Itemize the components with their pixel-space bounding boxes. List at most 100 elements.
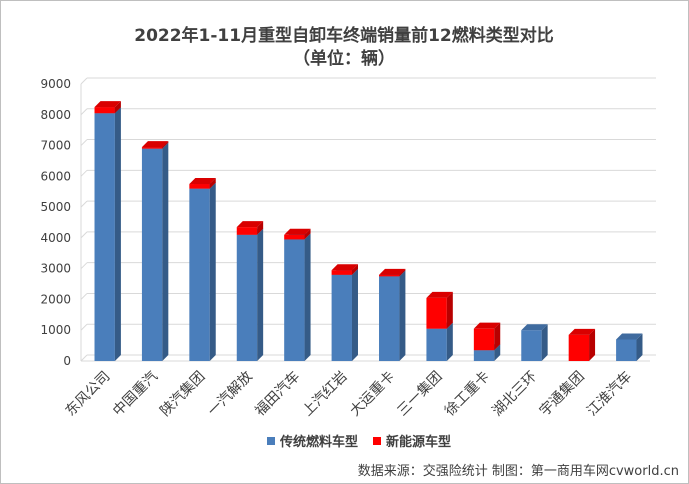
bar-front [473,350,495,361]
bar-front [379,276,400,361]
y-tick-label: 4000 [40,231,71,245]
bar-segment [379,270,406,361]
bar-front [568,334,590,361]
bar-side [114,107,121,361]
gridline-depth [80,354,88,362]
bar-top [331,264,358,271]
bar-front [331,270,352,275]
bar-front [616,339,637,361]
chart-subtitle: （单位：辆） [293,48,395,69]
bar-front [236,227,258,235]
bar-front [141,148,163,361]
bar-side [399,270,406,361]
bar-top [473,322,501,329]
bar-front [426,328,447,361]
grid [80,77,656,362]
bar-segment [94,101,121,114]
x-tick-label: 陕汽集团 [157,368,209,420]
bar-segment [94,107,121,361]
bar-front [284,239,305,361]
bar-side [162,141,169,149]
y-tick-label: 3000 [40,262,71,276]
bar-top [141,141,169,148]
bar-front [94,113,115,361]
chart-title: 2022年1-11月重型自卸车终端销量前12燃料类型对比 [134,25,554,46]
bar-front [141,147,163,149]
x-tick-label: 三一集团 [394,368,446,420]
bar-segment [189,182,216,361]
y-tick-label: 7000 [40,139,71,153]
bar-segment [331,268,358,361]
x-tick-label: 中国重汽 [110,369,161,420]
bar-top [379,268,406,275]
x-tick-label: 大运重卡 [347,369,398,420]
x-tick-label: 徐工重卡 [442,369,493,420]
bar-side [257,228,264,361]
x-tick-label: 东风公司 [63,369,114,420]
bar-segment [141,141,169,149]
bar-side [257,221,264,235]
x-tick-label: 一汽解放 [205,369,256,420]
data-source-note: 数据来源：交强险统计 制图：第一商用车网cvworld.cn [358,463,679,479]
x-tick-label: 福田汽车 [252,368,304,420]
bar-segment [236,228,264,361]
bar-side [304,233,311,361]
bar-side [162,142,169,361]
bar-top [236,221,264,228]
gridline-depth [80,108,88,116]
bar-front [236,234,258,361]
bar-segment [379,268,406,277]
bar-front [284,234,305,240]
bar-side [351,268,358,361]
bar-top [426,291,453,298]
bars [94,101,643,361]
bar-front [331,274,352,361]
bar-side [494,322,501,351]
bar-side [351,264,358,275]
bar-segment [189,178,216,189]
bar-side [589,328,596,361]
legend-label-new-energy: 新能源车型 [386,434,451,450]
bar-side [209,178,216,189]
bar-segment [331,264,358,275]
bar-top [568,328,596,335]
legend: 传统燃料车型 新能源车型 [267,434,451,450]
bar-side [494,344,501,361]
bar-side [636,333,643,361]
legend-swatch-new-energy [373,437,381,445]
gridline-depth [80,77,88,85]
bar-segment [521,324,548,361]
y-tick-label: 9000 [40,77,71,91]
y-tick-label: 0 [63,354,71,368]
bar-side [446,322,453,361]
bar-front [379,274,400,277]
bar-top [521,324,548,331]
bar-segment [616,333,643,361]
gridline-depth [80,200,88,208]
bar-segment [426,291,453,329]
bar-front [426,297,447,329]
gridline-depth [80,323,88,331]
bar-top [94,101,121,108]
bar-side [304,228,311,240]
gridline-depth [80,139,88,146]
x-tick-label: 湖北三环 [489,369,540,420]
bar-segment [284,228,311,240]
y-tick-label: 8000 [40,108,71,122]
y-axis-ticks: 0 1000 2000 3000 4000 5000 6000 7000 8000 9000 [40,77,71,368]
bar-top [616,333,643,340]
gridline-depth [80,169,88,177]
bar-side [541,324,548,361]
bar-front [521,330,542,361]
bar-front [94,107,115,114]
bar-front [189,184,210,189]
bar-side [114,101,121,114]
gridline-depth [80,231,88,239]
legend-swatch-conventional [267,437,275,445]
bar-side [399,268,406,277]
bar-segment [568,328,596,361]
x-tick-label: 宇通集团 [536,368,588,420]
bar-side [446,291,453,329]
